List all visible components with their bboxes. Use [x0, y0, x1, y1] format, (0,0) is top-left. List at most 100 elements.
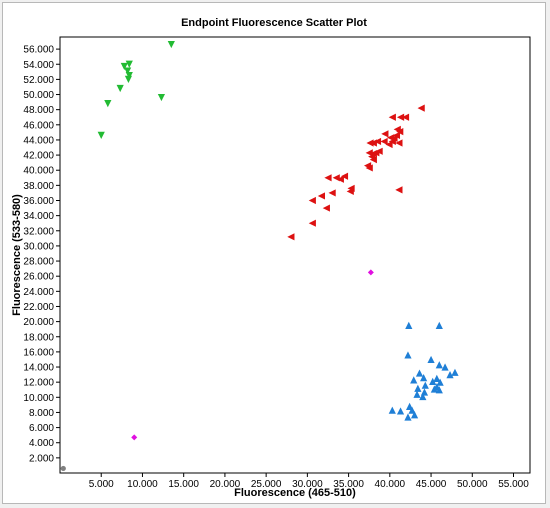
y-axis-title: Fluorescence (533-580) [11, 194, 23, 316]
y-tick-label: 52.000 [23, 75, 54, 86]
triangle-up-point [435, 386, 443, 394]
triangle-down-point [125, 72, 133, 80]
triangle-down-point [97, 131, 105, 140]
y-tick-label: 18.000 [23, 332, 54, 343]
x-tick-label: 55.000 [498, 479, 529, 490]
triangle-left-point [336, 175, 344, 183]
triangle-down-point [124, 75, 133, 83]
x-tick-label: 5.000 [89, 479, 114, 490]
triangle-left-point [317, 192, 325, 200]
triangle-up-point [410, 411, 419, 419]
triangle-left-point [365, 164, 373, 172]
triangle-up-point [429, 377, 437, 386]
triangle-up-point [420, 374, 428, 382]
triangle-up-point [441, 363, 449, 371]
triangle-left-point [380, 137, 388, 146]
triangle-left-point [346, 187, 354, 196]
x-tick-label: 35.000 [333, 479, 364, 490]
y-tick-label: 24.000 [23, 287, 54, 298]
y-tick-label: 32.000 [23, 226, 54, 237]
triangle-up-point [419, 392, 427, 401]
data-points [60, 40, 459, 472]
triangle-left-point [308, 219, 316, 227]
y-tick-label: 14.000 [23, 363, 54, 374]
y-tick-label: 2.000 [29, 453, 54, 464]
triangle-up-point [435, 321, 443, 329]
triangle-down-point [104, 100, 112, 108]
triangle-up-point [435, 361, 443, 369]
triangle-up-point [404, 351, 412, 359]
triangle-left-point [365, 149, 373, 157]
triangle-up-point [405, 321, 413, 329]
y-tick-label: 30.000 [23, 241, 54, 252]
x-tick-label: 15.000 [168, 479, 199, 490]
triangle-down-point [167, 40, 175, 49]
triangle-up-point [408, 406, 416, 414]
y-tick-label: 56.000 [23, 45, 54, 56]
triangle-left-point [328, 189, 336, 197]
triangle-left-point [401, 113, 410, 121]
y-axis: 2.000 4.000 6.000 8.000 10.000 12.000 14.000 16… [23, 45, 60, 464]
y-tick-label: 26.000 [23, 272, 54, 283]
triangle-left-point [417, 104, 425, 112]
triangle-left-point [324, 174, 332, 182]
y-tick-label: 38.000 [23, 181, 54, 192]
triangle-left-point [385, 140, 393, 149]
triangle-up-point [427, 355, 435, 364]
x-axis: 5.000 10.000 15.000 20.000 25.000 30.000 35.00… [89, 473, 529, 490]
triangle-up-point [415, 369, 424, 377]
diamond-point [367, 269, 374, 276]
triangle-left-point [395, 139, 403, 147]
y-tick-label: 42.000 [23, 151, 54, 162]
triangle-up-point [436, 378, 444, 386]
circle-point [60, 465, 66, 472]
triangle-up-point [396, 407, 405, 415]
y-tick-label: 36.000 [23, 196, 54, 207]
triangle-down-point [125, 60, 133, 68]
y-tick-label: 8.000 [29, 408, 54, 419]
triangle-left-point [322, 204, 330, 212]
y-tick-label: 46.000 [23, 120, 54, 131]
triangle-left-point [340, 172, 349, 180]
y-tick-label: 44.000 [23, 135, 54, 146]
x-tick-label: 25.000 [251, 479, 282, 490]
y-tick-label: 4.000 [29, 438, 54, 449]
triangle-left-point [366, 139, 374, 147]
y-tick-label: 20.000 [23, 317, 54, 328]
triangle-left-point [396, 113, 405, 121]
triangle-up-point [388, 406, 396, 414]
triangle-left-point [373, 137, 382, 146]
triangle-up-point [410, 376, 418, 384]
x-tick-label: 30.000 [292, 479, 323, 490]
triangle-left-point [396, 128, 404, 136]
triangle-down-point [157, 93, 166, 102]
y-tick-label: 50.000 [23, 90, 54, 101]
diamond-point [131, 434, 138, 441]
y-tick-label: 28.000 [23, 257, 54, 268]
triangle-left-point [308, 196, 316, 205]
y-tick-label: 12.000 [23, 378, 54, 389]
triangle-left-point [369, 156, 377, 164]
y-tick-label: 34.000 [23, 211, 54, 222]
triangle-down-point [116, 84, 124, 93]
y-tick-label: 54.000 [23, 60, 54, 71]
triangle-down-point [124, 67, 132, 75]
x-tick-label: 40.000 [375, 479, 406, 490]
x-tick-label: 45.000 [416, 479, 447, 490]
triangle-down-point [120, 62, 128, 71]
x-tick-label: 10.000 [127, 479, 158, 490]
plot-area [59, 36, 531, 474]
x-tick-label: 20.000 [210, 479, 241, 490]
triangle-left-point [388, 113, 396, 121]
triangle-up-point [430, 385, 438, 393]
triangle-left-point [395, 186, 403, 194]
triangle-left-point [381, 130, 389, 138]
y-tick-label: 22.000 [23, 302, 54, 313]
y-tick-label: 40.000 [23, 166, 54, 177]
triangle-up-point [421, 381, 429, 389]
y-tick-label: 10.000 [23, 393, 54, 404]
triangle-left-point [287, 233, 295, 241]
x-axis-title: Fluorescence (465-510) [234, 487, 356, 499]
triangle-up-point [451, 368, 459, 376]
